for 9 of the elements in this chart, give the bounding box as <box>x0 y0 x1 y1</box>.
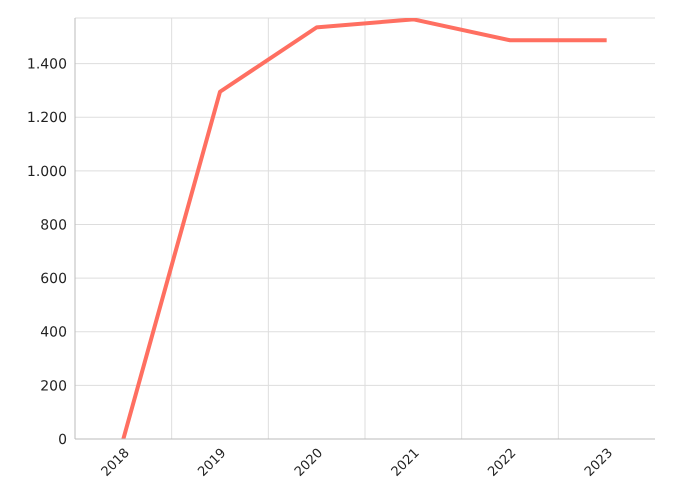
y-tick-label: 600 <box>40 271 67 288</box>
y-tick-label: 1.200 <box>26 110 67 126</box>
y-tick-label: 0 <box>58 432 67 448</box>
y-tick-label: 1.000 <box>26 164 67 180</box>
y-tick-label: 1.400 <box>26 56 67 73</box>
y-tick-label: 400 <box>40 324 67 341</box>
line-series <box>121 18 609 439</box>
y-tick-label: 200 <box>40 378 67 394</box>
y-tick-label: 800 <box>40 217 67 234</box>
